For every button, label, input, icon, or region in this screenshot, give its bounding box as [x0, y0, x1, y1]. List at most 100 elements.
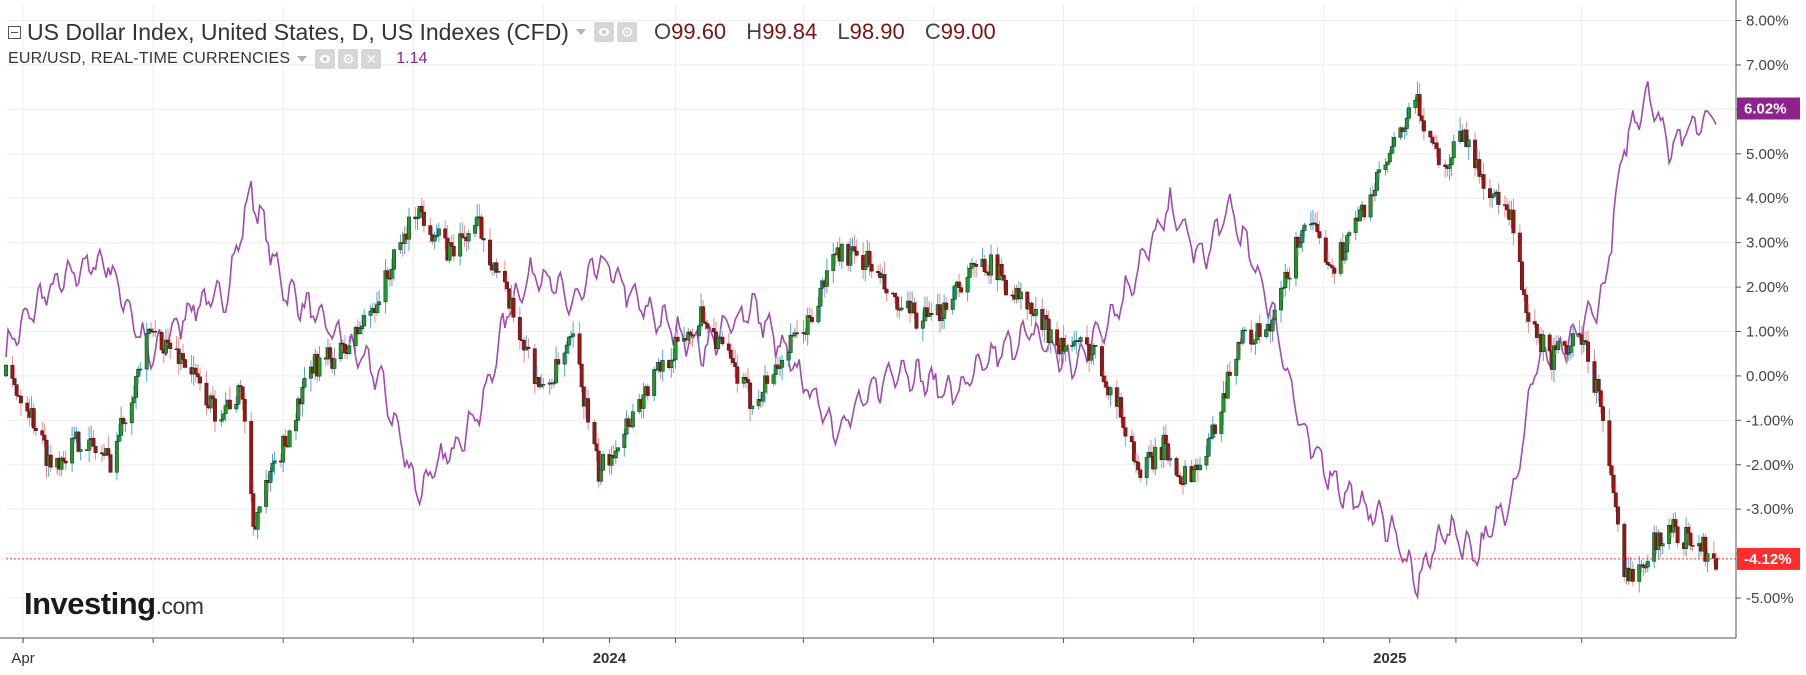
- candle-body: [1206, 438, 1211, 457]
- candle-body: [526, 346, 531, 349]
- candle: [1317, 220, 1322, 245]
- candle-body: [1611, 474, 1616, 494]
- candle-body: [1300, 230, 1305, 243]
- ohlc-open-key: O: [653, 19, 672, 44]
- candle-body: [765, 375, 770, 384]
- candle-body: [1191, 469, 1196, 483]
- candle: [541, 378, 546, 389]
- candle-body: [1129, 435, 1134, 442]
- candle: [1099, 335, 1104, 383]
- candle: [1387, 149, 1392, 165]
- candle: [1198, 456, 1202, 472]
- candle-body: [1221, 393, 1226, 413]
- eye-icon[interactable]: [593, 22, 614, 42]
- candle-body: [1492, 193, 1497, 197]
- candle-body: [669, 359, 674, 369]
- candle-body: [475, 216, 480, 226]
- candle-body: [1637, 564, 1642, 582]
- candle: [1272, 308, 1277, 326]
- candle-body: [1552, 345, 1556, 370]
- candle-body: [458, 233, 463, 257]
- candle: [1675, 519, 1680, 549]
- candle-body: [238, 385, 243, 388]
- candle-body: [131, 397, 136, 404]
- candle: [1018, 282, 1023, 310]
- candle-body: [1072, 341, 1077, 346]
- chevron-down-icon[interactable]: [297, 56, 308, 62]
- collapse-toggle-icon[interactable]: [8, 25, 21, 39]
- candle-body: [1315, 224, 1320, 232]
- main-series-title[interactable]: US Dollar Index, United States, D, US In…: [27, 18, 569, 45]
- candle-body: [1325, 262, 1330, 265]
- candle-body: [831, 254, 836, 271]
- candle: [466, 229, 471, 250]
- candle: [598, 461, 603, 485]
- candle: [1496, 183, 1501, 215]
- candle: [1436, 147, 1441, 169]
- candle: [899, 296, 904, 312]
- candle: [1048, 320, 1053, 354]
- candle-body: [1168, 458, 1173, 461]
- candle: [496, 268, 501, 273]
- candle-body: [357, 328, 362, 335]
- candle-body: [716, 337, 721, 349]
- candle: [300, 380, 305, 417]
- candle-body: [117, 435, 121, 442]
- candle-body: [1368, 194, 1373, 218]
- gear-icon[interactable]: ⚙: [616, 22, 637, 42]
- candle-body: [1622, 523, 1627, 577]
- candle: [660, 349, 665, 382]
- candle: [407, 207, 411, 252]
- candle-body: [505, 281, 510, 289]
- candle: [1357, 205, 1362, 222]
- candle-body: [283, 435, 288, 447]
- candle-body: [223, 405, 228, 415]
- candle: [586, 389, 591, 431]
- candle-body: [1402, 128, 1407, 132]
- candle-body: [93, 446, 98, 453]
- compare-series-title[interactable]: EUR/USD, REAL-TIME CURRENCIES: [8, 50, 291, 67]
- y-axis-tick-label: 1.00%: [1746, 323, 1789, 340]
- candle-body: [240, 386, 245, 400]
- candle: [571, 321, 576, 348]
- chart-legend: US Dollar Index, United States, D, US In…: [8, 18, 1010, 72]
- candle-body: [1556, 341, 1561, 350]
- candle-body: [1714, 558, 1718, 570]
- candle-body: [884, 288, 889, 294]
- candle: [615, 447, 620, 455]
- candle-body: [893, 292, 898, 298]
- candle-body: [1048, 329, 1053, 343]
- y-axis-tick-label: 2.00%: [1746, 279, 1789, 296]
- eye-icon[interactable]: [315, 49, 336, 69]
- candle-body: [1413, 99, 1418, 108]
- candle-body: [1417, 94, 1422, 117]
- candle-body: [1660, 543, 1665, 547]
- chevron-down-icon[interactable]: [575, 29, 586, 35]
- candle-body: [748, 382, 753, 409]
- y-axis-tick-label: -5.00%: [1746, 590, 1794, 607]
- candle-body: [1613, 492, 1618, 508]
- candle: [526, 338, 531, 359]
- candle: [1078, 335, 1083, 345]
- candle-body: [601, 454, 605, 471]
- candle: [1163, 424, 1168, 445]
- candle: [332, 348, 337, 376]
- dxy-price-badge: -4.12%: [1737, 547, 1800, 570]
- candle-body: [219, 419, 224, 422]
- candle: [1372, 182, 1377, 202]
- candle-body: [317, 357, 322, 377]
- candle: [163, 328, 168, 355]
- candle: [626, 415, 631, 435]
- close-icon[interactable]: ✕: [361, 49, 382, 69]
- candle-body: [1166, 443, 1170, 461]
- candle-body: [940, 318, 944, 321]
- candle-body: [1242, 329, 1247, 332]
- candle-body: [586, 398, 591, 423]
- gear-icon[interactable]: ⚙: [338, 49, 359, 69]
- candle: [1161, 426, 1166, 468]
- eur-usd-price-badge-text: 6.02%: [1744, 101, 1787, 118]
- candle-body: [383, 270, 388, 303]
- candle-body: [1526, 312, 1531, 322]
